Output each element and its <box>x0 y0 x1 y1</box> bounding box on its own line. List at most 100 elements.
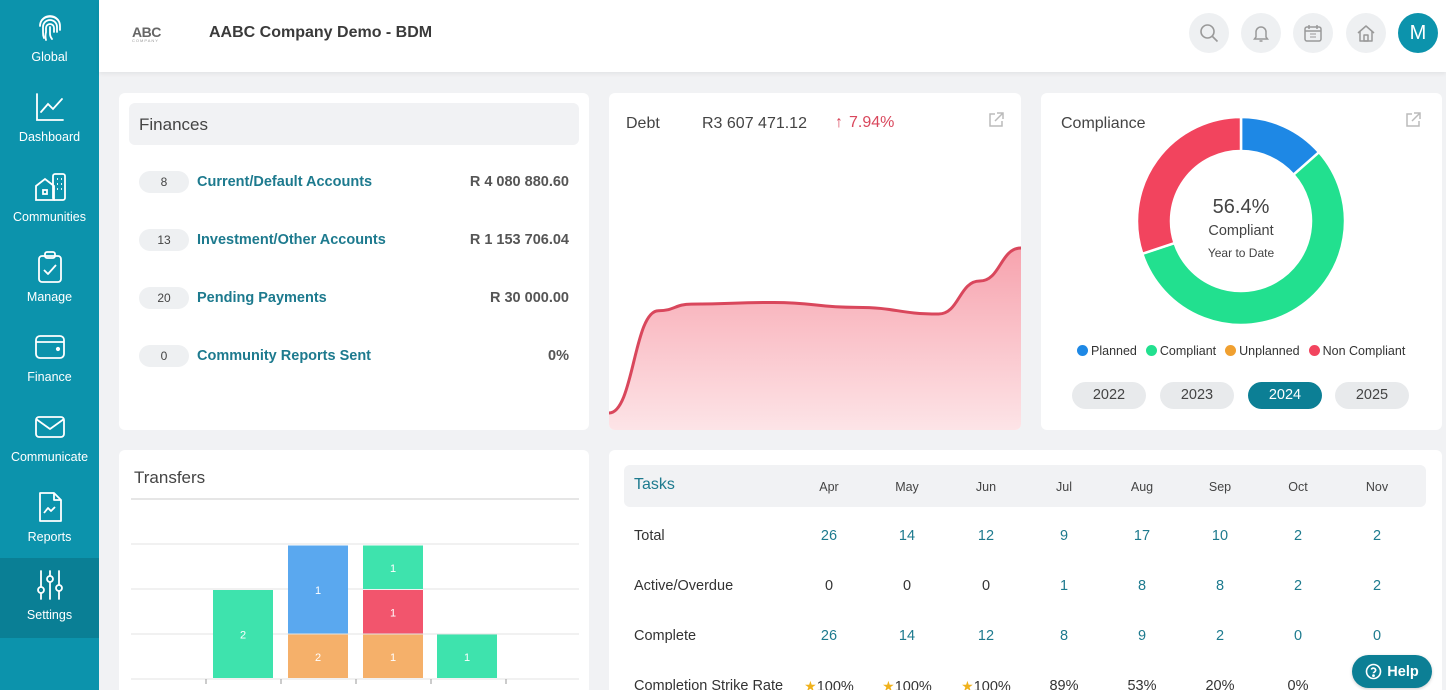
transfer-bar[interactable] <box>288 545 348 634</box>
task-cell-value: 8 <box>1137 578 1147 594</box>
year-2025-button[interactable]: 2025 <box>1335 382 1409 409</box>
task-cell: ★100% <box>961 678 1011 690</box>
help-button[interactable]: Help <box>1352 655 1432 688</box>
task-cell[interactable]: 10 <box>1195 528 1245 544</box>
star-icon: ★ <box>882 678 895 690</box>
task-cell[interactable]: 8 <box>1195 578 1245 594</box>
task-cell[interactable]: 12 <box>961 528 1011 544</box>
month-header: Oct <box>1288 480 1308 494</box>
debt-area-chart <box>609 246 1021 430</box>
month-header: Apr <box>819 480 839 494</box>
transfer-bar[interactable] <box>213 590 273 678</box>
task-cell[interactable]: 2 <box>1352 578 1402 594</box>
compliance-title: Compliance <box>1061 115 1146 132</box>
finance-row: 13 Investment/Other Accounts R 1 153 706… <box>139 229 569 253</box>
community-reports-link[interactable]: Community Reports Sent <box>197 348 372 364</box>
task-cell[interactable]: 0 <box>1352 628 1402 644</box>
task-cell[interactable]: 9 <box>1039 528 1089 544</box>
transfer-bar[interactable] <box>288 634 348 679</box>
sidebar-item-dashboard[interactable]: Dashboard <box>0 80 99 160</box>
transfer-bar-label: 1 <box>464 652 470 664</box>
transfer-bar-label: 1 <box>390 652 396 664</box>
transfer-bar[interactable] <box>363 590 423 634</box>
top-header: ABC COMPANY AABC Company Demo - BDM M <box>99 0 1446 72</box>
task-cell: ★100% <box>804 678 854 690</box>
transfer-bar[interactable] <box>437 634 497 679</box>
task-cell[interactable]: 8 <box>1117 578 1167 594</box>
task-cell[interactable]: 17 <box>1117 528 1167 544</box>
task-cell[interactable]: 2 <box>1273 528 1323 544</box>
legend-compliant[interactable]: Compliant <box>1145 344 1216 358</box>
count-badge: 0 <box>139 345 189 367</box>
task-row-label: Complete <box>634 628 697 644</box>
calendar-button[interactable] <box>1293 13 1333 53</box>
transfers-bar-chart: 2 2 1 1 1 1 1 <box>131 498 579 684</box>
task-cell: 20% <box>1195 678 1245 690</box>
transfer-bar[interactable] <box>363 545 423 590</box>
task-cell[interactable]: 26 <box>804 628 854 644</box>
donut-slice-compliant[interactable] <box>1140 150 1346 326</box>
task-cell: ★100% <box>882 678 932 690</box>
legend-planned[interactable]: Planned <box>1077 344 1137 358</box>
legend-dot <box>1225 345 1237 356</box>
debt-card: Debt R3 607 471.12 ↑ 7.94% <box>609 93 1021 430</box>
sidebar-item-settings[interactable]: Settings <box>0 558 99 638</box>
transfer-bar[interactable] <box>363 634 423 679</box>
task-cell-value: 1 <box>1059 578 1069 594</box>
legend-non-compliant[interactable]: Non Compliant <box>1308 344 1405 358</box>
sidebar-item-communicate[interactable]: Communicate <box>0 400 99 480</box>
sidebar-item-finance[interactable]: Finance <box>0 320 99 400</box>
year-2022-button[interactable]: 2022 <box>1072 382 1146 409</box>
task-cell[interactable]: 2 <box>1352 528 1402 544</box>
task-cell[interactable]: 1 <box>1039 578 1089 594</box>
task-cell-value: 2 <box>1293 528 1303 544</box>
legend-unplanned[interactable]: Unplanned <box>1225 344 1300 358</box>
task-cell-value: 9 <box>1059 528 1069 544</box>
task-cell[interactable]: 26 <box>804 528 854 544</box>
year-2023-button[interactable]: 2023 <box>1160 382 1234 409</box>
task-cell[interactable]: 12 <box>961 628 1011 644</box>
task-cell[interactable]: 0 <box>1273 628 1323 644</box>
external-link-icon[interactable] <box>1404 111 1422 129</box>
finance-value: 0% <box>548 348 569 364</box>
task-cell-value: 12 <box>977 628 995 644</box>
external-link-icon[interactable] <box>987 111 1005 129</box>
count-badge: 20 <box>139 287 189 309</box>
task-cell-value: 14 <box>898 528 916 544</box>
year-2024-button[interactable]: 2024 <box>1248 382 1322 409</box>
notifications-button[interactable] <box>1241 13 1281 53</box>
fingerprint-icon <box>38 15 61 41</box>
donut-slice-non-compliant[interactable] <box>1136 116 1243 256</box>
task-cell[interactable]: 2 <box>1195 628 1245 644</box>
legend-dot <box>1077 345 1088 356</box>
donut-center-label: Compliant <box>1208 223 1273 239</box>
month-header: Jun <box>975 480 997 494</box>
buildings-icon <box>34 173 66 201</box>
task-cell[interactable]: 14 <box>882 528 932 544</box>
pending-payments-link[interactable]: Pending Payments <box>197 290 327 306</box>
home-button[interactable] <box>1346 13 1386 53</box>
debt-amount: R3 607 471.12 <box>702 115 807 132</box>
task-cell[interactable]: 8 <box>1039 628 1089 644</box>
legend-dot <box>1308 345 1320 356</box>
envelope-icon <box>34 416 65 438</box>
search-icon <box>1200 24 1219 43</box>
task-cell[interactable]: 9 <box>1117 628 1167 644</box>
task-cell-value: 26 <box>820 528 838 544</box>
donut-center-pct: 56.4% <box>1213 196 1270 218</box>
investment-accounts-link[interactable]: Investment/Other Accounts <box>197 232 386 248</box>
debt-change: ↑ 7.94% <box>835 114 894 132</box>
finances-card: Finances 8 Current/Default Accounts R 4 … <box>119 93 589 430</box>
sidebar-item-reports[interactable]: Reports <box>0 480 99 560</box>
task-row-label: Active/Overdue <box>634 578 734 594</box>
task-cell[interactable]: 2 <box>1273 578 1323 594</box>
sidebar-item-manage[interactable]: Manage <box>0 240 99 320</box>
task-cell[interactable]: 14 <box>882 628 932 644</box>
current-accounts-link[interactable]: Current/Default Accounts <box>197 174 373 190</box>
avatar[interactable]: M <box>1398 13 1438 53</box>
task-cell-value: 9 <box>1137 628 1147 644</box>
sidebar-item-communities[interactable]: Communities <box>0 160 99 240</box>
bell-icon <box>1253 26 1269 42</box>
search-button[interactable] <box>1189 13 1229 53</box>
sidebar-item-global[interactable]: Global <box>0 0 99 80</box>
